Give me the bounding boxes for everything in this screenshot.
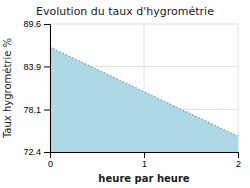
grid — [50, 24, 238, 152]
tick-label: 72.4 — [23, 147, 41, 157]
tick-mark — [44, 152, 50, 153]
grid-line — [238, 24, 239, 152]
line — [50, 47, 238, 136]
tick: 0 — [48, 152, 53, 169]
tick-label: 89.6 — [23, 19, 41, 29]
tick-mark — [44, 66, 50, 67]
x-axis-title: heure par heure — [98, 173, 189, 184]
tick: 89.6 — [23, 19, 50, 29]
y-axis-title: Taux hygrométrie % — [2, 38, 13, 139]
axis-line — [44, 25, 51, 153]
chart: 0 1 2 72.4 78.1 83.9 89.6Evolution du taux d'h… — [0, 0, 250, 188]
tick-label: 1 — [142, 159, 147, 169]
tick-label: 0 — [48, 159, 53, 169]
marks — [50, 47, 238, 152]
tick: 1 — [142, 152, 147, 169]
plot: 0 1 2 72.4 78.1 83.9 89.6 — [23, 19, 241, 169]
area — [50, 47, 238, 152]
tick-label: 2 — [236, 159, 241, 169]
tick: 83.9 — [23, 62, 50, 72]
title: Evolution du taux d'hygrométrie — [36, 5, 214, 18]
x-axis: 0 1 2 — [48, 152, 241, 169]
tick-mark — [144, 152, 145, 158]
tick-mark — [44, 110, 50, 111]
tick: 72.4 — [23, 147, 50, 157]
tick-label: 83.9 — [23, 62, 41, 72]
tick-label: 78.1 — [23, 105, 41, 115]
tick: 78.1 — [23, 105, 50, 115]
tick: 2 — [236, 152, 241, 169]
tick-mark — [44, 24, 50, 25]
tick-mark — [238, 152, 239, 158]
axis-line — [51, 153, 239, 159]
y-axis: 72.4 78.1 83.9 89.6 — [23, 19, 50, 157]
